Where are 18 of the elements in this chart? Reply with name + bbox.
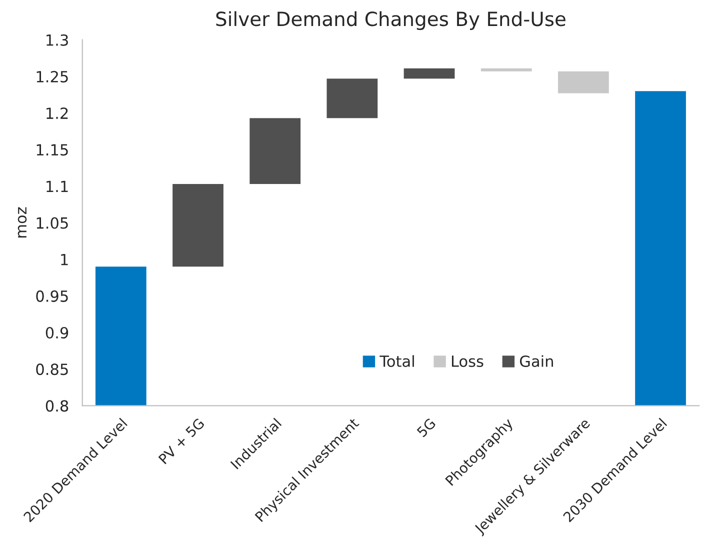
y-axis-title: moz: [18, 207, 27, 238]
legend-label: Total: [380, 355, 414, 368]
y-tick-label: 1.25: [36, 70, 68, 82]
legend-label: Loss: [452, 356, 484, 368]
y-tick-label: 1: [61, 254, 68, 266]
y-tick-label: 0.85: [36, 364, 68, 376]
y-tick-label: 1.05: [36, 217, 68, 229]
y-tick-label: 0.9: [46, 326, 68, 339]
y-tick-label: 1.1: [46, 180, 68, 192]
x-tick-label: PV + 5G: [158, 418, 205, 464]
y-tick-label: 1.15: [36, 144, 68, 156]
y-tick-label: 0.8: [46, 400, 68, 412]
legend-label: Gain: [520, 355, 553, 368]
x-tick-label: 5G: [416, 418, 436, 438]
y-tick-label: 1.3: [46, 34, 68, 46]
y-tick-label: 0.95: [36, 290, 68, 302]
chart-title: Silver Demand Changes By End-Use: [216, 11, 566, 30]
y-tick-label: 1.2: [46, 107, 68, 119]
